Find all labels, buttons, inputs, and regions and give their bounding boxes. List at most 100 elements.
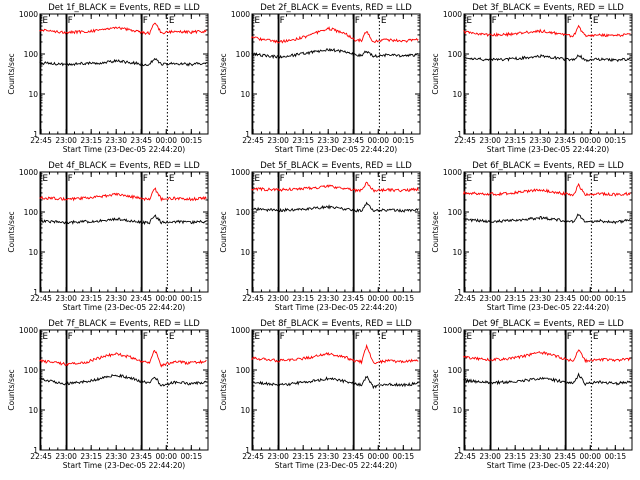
x-tick-label: 00:15: [392, 294, 414, 303]
y-axis-label: Counts/sec: [431, 369, 440, 410]
x-axis-label: Start Time (23-Dec-05 22:44:20): [63, 303, 185, 312]
x-tick-label: 23:00: [267, 136, 289, 145]
events-series-line: [251, 47, 419, 60]
time-marker-label: F: [492, 174, 497, 184]
y-tick-label: 1: [33, 130, 38, 139]
x-axis-label: Start Time (23-Dec-05 22:44:20): [63, 461, 185, 470]
x-tick-label: 23:00: [267, 452, 289, 461]
y-tick-label: 10: [240, 248, 250, 257]
x-tick-label: 23:15: [80, 294, 102, 303]
x-tick-label: 00:00: [155, 452, 177, 461]
y-tick-label: 1000: [443, 326, 462, 335]
y-axis-label: Counts/sec: [7, 369, 16, 410]
x-tick-label: 23:30: [105, 136, 127, 145]
time-marker-label: F: [567, 16, 572, 26]
time-marker-label: E: [466, 174, 472, 184]
x-tick-label: 23:30: [529, 452, 551, 461]
panel-5: Det 5f_BLACK = Events, RED = LLD 1 10 100 10…: [219, 161, 421, 312]
time-marker-label: E: [254, 174, 260, 184]
time-marker-label: E: [42, 174, 48, 184]
y-axis-label: Counts/sec: [219, 369, 228, 410]
x-tick-label: 23:45: [130, 452, 152, 461]
time-marker-label: E: [593, 174, 599, 184]
y-axis-label: Counts/sec: [7, 211, 16, 252]
time-marker-label: F: [143, 16, 148, 26]
y-tick-label: 1000: [19, 326, 38, 335]
y-tick-label: 1: [33, 446, 38, 455]
lld-series-line: [463, 24, 631, 38]
panel-title: Det 8f_BLACK = Events, RED = LLD: [260, 319, 412, 329]
panel-title: Det 2f_BLACK = Events, RED = LLD: [260, 3, 412, 13]
x-tick-label: 23:45: [130, 136, 152, 145]
lld-series-line: [251, 181, 419, 193]
panel-title: Det 1f_BLACK = Events, RED = LLD: [48, 3, 200, 13]
panel-8: Det 8f_BLACK = Events, RED = LLD 1 10 100 10…: [219, 319, 421, 470]
time-marker-label: E: [254, 332, 260, 342]
y-tick-label: 100: [24, 50, 39, 59]
x-tick-label: 22:45: [30, 136, 52, 145]
time-marker-label: F: [143, 332, 148, 342]
time-marker-label: F: [68, 174, 73, 184]
time-marker-label: F: [355, 174, 360, 184]
x-tick-label: 00:15: [604, 452, 626, 461]
x-axis-label: Start Time (23-Dec-05 22:44:20): [275, 303, 397, 312]
x-axis-label: Start Time (23-Dec-05 22:44:20): [275, 461, 397, 470]
y-tick-label: 100: [24, 366, 39, 375]
y-tick-label: 100: [236, 366, 251, 375]
y-axis-label: Counts/sec: [7, 53, 16, 94]
y-tick-label: 1: [245, 130, 250, 139]
events-series-line: [463, 53, 631, 63]
x-tick-label: 00:00: [155, 294, 177, 303]
x-tick-label: 22:45: [242, 136, 264, 145]
x-tick-label: 23:45: [554, 136, 576, 145]
time-marker-label: F: [280, 16, 285, 26]
x-tick-label: 00:15: [180, 136, 202, 145]
time-marker-label: E: [169, 16, 175, 26]
y-tick-label: 10: [28, 406, 38, 415]
x-axis-label: Start Time (23-Dec-05 22:44:20): [487, 303, 609, 312]
lld-series-line: [39, 349, 207, 368]
panel-title: Det 7f_BLACK = Events, RED = LLD: [48, 319, 200, 329]
x-tick-label: 22:45: [30, 452, 52, 461]
x-tick-label: 22:45: [454, 452, 476, 461]
time-marker-label: F: [355, 332, 360, 342]
events-series-line: [251, 201, 419, 213]
y-tick-label: 10: [452, 406, 462, 415]
x-tick-label: 23:30: [529, 136, 551, 145]
time-marker-label: E: [169, 332, 175, 342]
events-series-line: [39, 373, 207, 387]
x-tick-label: 00:15: [180, 452, 202, 461]
plot-frame: [251, 171, 421, 293]
x-tick-label: 00:00: [367, 452, 389, 461]
x-tick-label: 00:00: [367, 294, 389, 303]
x-tick-label: 23:30: [105, 452, 127, 461]
y-tick-label: 1000: [443, 168, 462, 177]
y-tick-label: 100: [448, 366, 463, 375]
lld-series-line: [39, 22, 207, 36]
x-axis-label: Start Time (23-Dec-05 22:44:20): [487, 145, 609, 154]
x-tick-label: 00:15: [604, 136, 626, 145]
plot-frame: [39, 329, 209, 451]
x-tick-label: 22:45: [30, 294, 52, 303]
x-tick-label: 22:45: [242, 452, 264, 461]
time-marker-label: E: [169, 174, 175, 184]
x-tick-label: 23:45: [342, 452, 364, 461]
y-tick-label: 100: [24, 208, 39, 217]
x-tick-label: 22:45: [454, 294, 476, 303]
y-tick-label: 1: [245, 288, 250, 297]
x-tick-label: 23:15: [504, 294, 526, 303]
time-marker-label: F: [355, 16, 360, 26]
time-marker-label: E: [381, 174, 387, 184]
panel-9: Det 9f_BLACK = Events, RED = LLD 1 10 100 10…: [431, 319, 633, 470]
panel-4: Det 4f_BLACK = Events, RED = LLD 1 10 100 10…: [7, 161, 209, 312]
x-tick-label: 00:00: [579, 452, 601, 461]
y-axis-label: Counts/sec: [431, 211, 440, 252]
lld-series-line: [463, 182, 631, 197]
x-tick-label: 23:45: [342, 136, 364, 145]
plot-frame: [463, 13, 633, 135]
panel-title: Det 5f_BLACK = Events, RED = LLD: [260, 161, 412, 171]
x-tick-label: 23:30: [105, 294, 127, 303]
x-tick-label: 00:15: [604, 294, 626, 303]
time-marker-label: F: [68, 332, 73, 342]
